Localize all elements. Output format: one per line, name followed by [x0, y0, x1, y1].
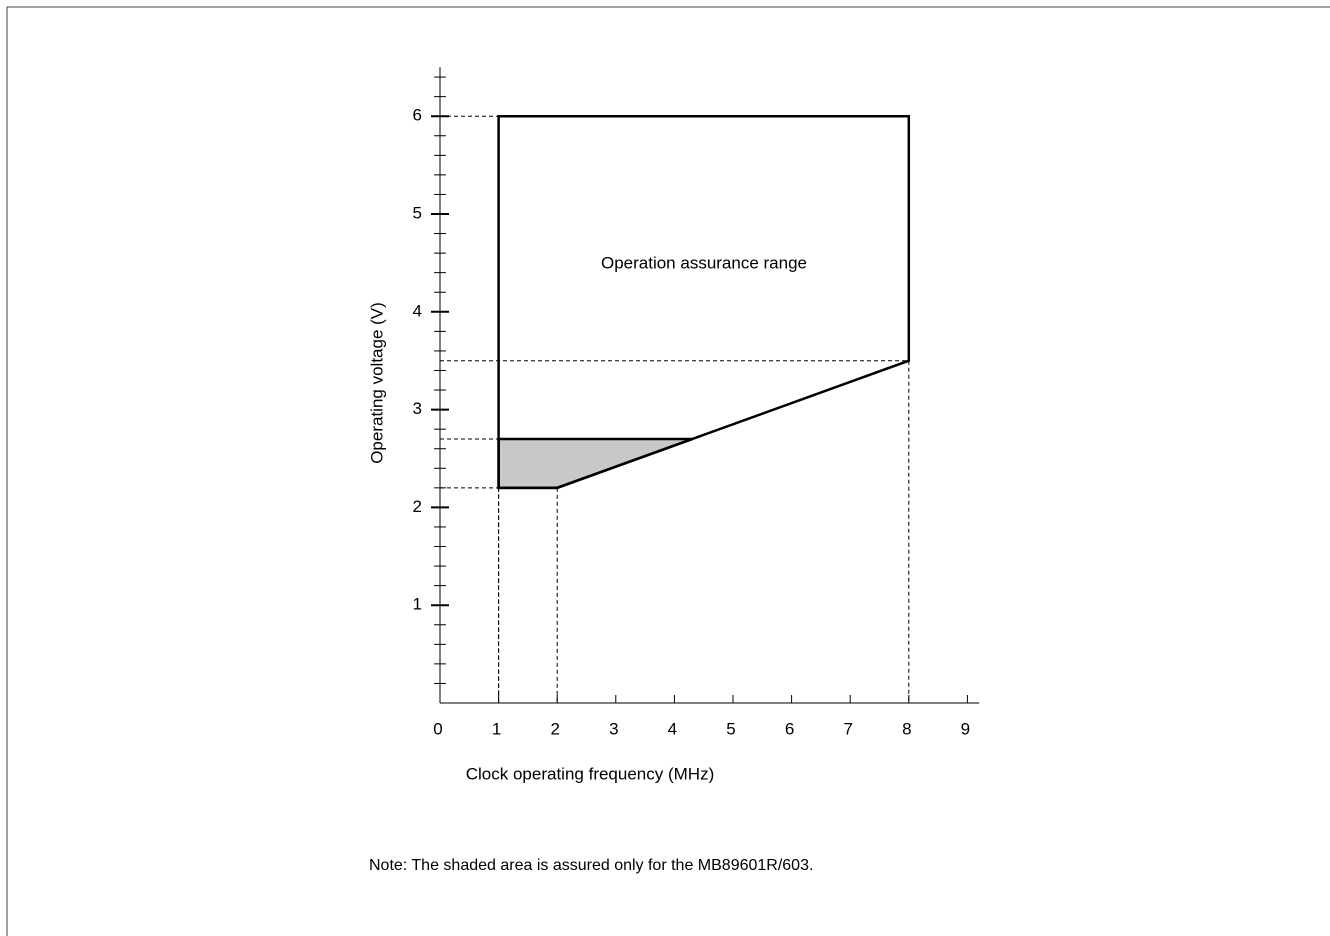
y-tick-label: 4 [413, 301, 422, 320]
y-tick-label: 1 [413, 595, 422, 614]
annotation: Operation assurance range [601, 253, 807, 272]
y-axis-label: Operating voltage (V) [367, 302, 386, 464]
x-tick-label: 9 [961, 719, 970, 738]
shaded-region [497, 437, 693, 490]
y-tick-label: 5 [413, 203, 422, 222]
x-tick-label: 2 [550, 719, 559, 738]
x-tick-label: 8 [902, 719, 911, 738]
note: Note: The shaded area is assured only fo… [369, 857, 813, 874]
y-tick-label: 6 [413, 106, 422, 125]
x-tick-label: 5 [726, 719, 735, 738]
y-tick-label: 3 [413, 399, 422, 418]
x-tick-label: 7 [843, 719, 852, 738]
y-tick-label: 2 [413, 497, 422, 516]
x-axis-label: Clock operating frequency (MHz) [466, 764, 714, 783]
x-tick-label: 3 [609, 719, 618, 738]
x-tick-label: 6 [785, 719, 794, 738]
x-tick-label: 4 [668, 719, 677, 738]
x-tick-label: 1 [492, 719, 501, 738]
x-tick-label: 0 [433, 719, 442, 738]
assurance-region [497, 114, 911, 490]
